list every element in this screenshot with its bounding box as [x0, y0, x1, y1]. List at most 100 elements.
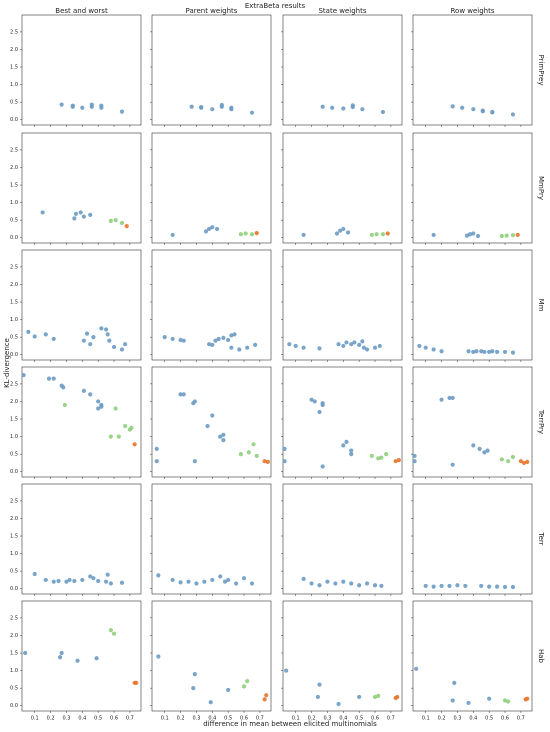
panel-frame	[282, 366, 403, 478]
point	[341, 106, 346, 111]
point	[344, 439, 349, 444]
point	[108, 434, 113, 439]
point	[380, 232, 386, 237]
point	[216, 336, 221, 342]
panel-frame	[412, 600, 533, 712]
point	[26, 329, 31, 334]
point	[221, 335, 226, 340]
point	[51, 579, 56, 584]
column-title: Best and worst	[55, 7, 108, 15]
point	[243, 231, 248, 236]
point	[506, 699, 511, 704]
point	[384, 452, 389, 457]
panel-frame	[412, 249, 533, 361]
row-label: Hab	[537, 649, 545, 664]
point	[96, 578, 101, 584]
point	[431, 347, 436, 352]
point	[333, 581, 338, 586]
point	[450, 462, 455, 467]
x-tick-label: 0.5	[485, 716, 493, 722]
point	[474, 349, 479, 354]
point	[360, 339, 365, 344]
y-tick-label: 1.5	[10, 534, 18, 540]
y-tick-label: 0.0	[10, 235, 18, 241]
point	[412, 459, 417, 464]
point	[364, 581, 370, 586]
point	[301, 345, 306, 350]
point	[330, 105, 335, 110]
point	[479, 583, 484, 589]
x-tick-label: 0.4	[339, 716, 347, 722]
column-title: Parent weights	[186, 7, 238, 15]
point	[229, 345, 234, 350]
y-tick-label: 0.0	[10, 703, 18, 709]
row-label: PrimPrey	[537, 54, 545, 85]
point	[317, 583, 322, 588]
y-tick-label: 2.0	[10, 633, 18, 639]
point	[208, 700, 213, 705]
point	[221, 437, 226, 443]
y-tick-label: 2.0	[10, 47, 18, 53]
x-tick-label: 0.7	[126, 716, 134, 722]
panel-frame	[151, 132, 272, 244]
x-tick-label: 0.6	[110, 716, 118, 722]
point	[309, 397, 314, 402]
x-tick-label: 0.4	[469, 716, 477, 722]
point	[96, 406, 101, 411]
point	[253, 342, 258, 347]
point	[412, 453, 417, 459]
x-tick-label: 0.1	[31, 716, 39, 722]
point	[105, 332, 110, 337]
point	[162, 335, 167, 340]
point	[32, 334, 37, 339]
point	[282, 459, 287, 464]
panel-frame	[412, 366, 533, 478]
point	[226, 337, 231, 343]
y-tick-label: 2.0	[10, 165, 18, 171]
point	[123, 423, 128, 429]
point	[379, 455, 384, 460]
point	[84, 331, 90, 336]
point	[94, 656, 99, 661]
point	[181, 338, 186, 343]
y-tick-label: 0.5	[10, 218, 18, 224]
point	[262, 459, 267, 464]
point	[341, 343, 346, 349]
x-tick-label: 0.6	[501, 716, 509, 722]
point	[282, 446, 287, 451]
point	[336, 701, 341, 707]
x-tick-label: 0.1	[161, 716, 169, 722]
point	[80, 105, 85, 110]
point	[463, 583, 468, 589]
point	[178, 392, 183, 397]
point	[222, 579, 228, 584]
point	[108, 581, 113, 586]
point	[210, 413, 215, 418]
x-tick-label: 0.7	[387, 716, 395, 722]
panel-frame	[21, 14, 142, 126]
point	[73, 211, 79, 216]
panel-frame	[282, 483, 403, 595]
point	[254, 231, 259, 236]
point	[154, 459, 159, 464]
point	[119, 347, 125, 352]
point	[502, 584, 508, 590]
point	[414, 666, 419, 671]
x-tick-label: 0.2	[177, 716, 185, 722]
point	[317, 682, 322, 687]
point	[379, 583, 384, 589]
panel-frame	[412, 483, 533, 595]
point	[199, 105, 204, 110]
point	[59, 650, 64, 656]
point	[423, 583, 428, 589]
point	[205, 423, 210, 429]
point	[210, 342, 215, 347]
point	[301, 576, 306, 581]
point	[81, 214, 86, 219]
point	[113, 218, 118, 223]
panel-frame	[21, 249, 142, 361]
point	[103, 579, 109, 584]
y-tick-label: 1.5	[10, 65, 18, 71]
point	[229, 107, 234, 112]
point	[369, 232, 374, 238]
